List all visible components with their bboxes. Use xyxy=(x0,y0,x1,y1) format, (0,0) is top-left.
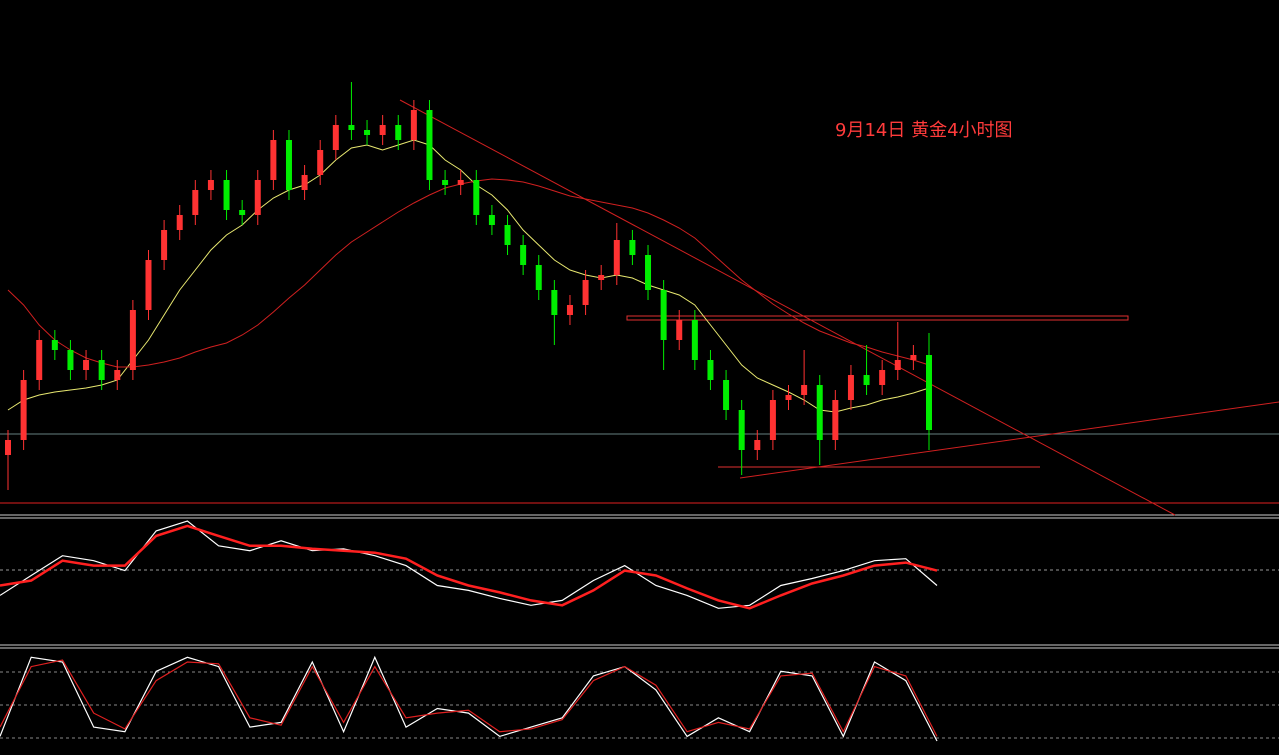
candle-body xyxy=(473,180,480,215)
candle-body xyxy=(785,395,792,400)
candle-body xyxy=(317,150,324,175)
candle-body xyxy=(660,290,667,340)
moving-average xyxy=(7,178,930,368)
candle-body xyxy=(301,175,308,190)
candle-body xyxy=(20,380,27,440)
candle-body xyxy=(5,440,11,455)
candle-body xyxy=(239,210,246,215)
candle-body xyxy=(738,410,745,450)
candle-body xyxy=(176,215,183,230)
indicator-line xyxy=(0,659,938,737)
candle-body xyxy=(863,375,870,385)
resistance-box xyxy=(626,315,1129,321)
candle-body xyxy=(145,260,152,310)
candle-body xyxy=(504,225,511,245)
candle-body xyxy=(801,385,808,395)
candle-body xyxy=(410,110,417,140)
candle-body xyxy=(364,130,371,135)
candle-body xyxy=(129,310,136,370)
candle-body xyxy=(629,240,636,255)
trend-line xyxy=(739,401,1279,479)
candle-body xyxy=(566,305,573,315)
indicator-line xyxy=(0,520,938,609)
candle-body xyxy=(254,180,261,215)
candle-body xyxy=(442,180,449,185)
candle-body xyxy=(83,360,90,370)
candle-body xyxy=(98,360,105,380)
candle-body xyxy=(535,265,542,290)
candle-body xyxy=(926,355,932,430)
candle-body xyxy=(910,355,917,360)
candle-body xyxy=(192,190,199,215)
candle-body xyxy=(894,360,901,370)
candle-body xyxy=(645,255,652,290)
trend-line xyxy=(399,99,1176,516)
candle-body xyxy=(379,125,386,135)
candle-body xyxy=(161,230,168,260)
candle-body xyxy=(754,440,761,450)
moving-average xyxy=(7,139,930,413)
candle-body xyxy=(816,385,823,440)
candle-body xyxy=(285,140,292,190)
indicator-line xyxy=(0,524,938,610)
candle-body xyxy=(114,370,121,380)
candle-body xyxy=(270,140,277,180)
candle-body xyxy=(457,180,464,185)
candle-body xyxy=(691,320,698,360)
candle-body xyxy=(879,370,886,385)
candle-body xyxy=(676,320,683,340)
candle-body xyxy=(847,375,854,400)
chart-title: 9月14日 黄金4小时图 xyxy=(835,120,1013,141)
candle-body xyxy=(426,110,433,180)
candle-body xyxy=(67,350,74,370)
candle-body xyxy=(332,125,339,150)
candle-body xyxy=(348,125,355,130)
candle-body xyxy=(36,340,43,380)
layout-lines xyxy=(0,99,1279,739)
candle-body xyxy=(582,280,589,305)
candle-body xyxy=(598,275,605,280)
candle-body xyxy=(832,400,839,440)
candle-body xyxy=(395,125,402,140)
candle-body xyxy=(769,400,776,440)
candle-body xyxy=(613,240,620,275)
candle-body xyxy=(723,380,730,410)
candle-body xyxy=(488,215,495,225)
candle-body xyxy=(520,245,527,265)
candle-body xyxy=(51,340,58,350)
candle-body xyxy=(551,290,558,315)
indicator-line xyxy=(0,655,938,742)
candle-body xyxy=(707,360,714,380)
candle-body xyxy=(223,180,230,210)
candle-body xyxy=(207,180,214,190)
